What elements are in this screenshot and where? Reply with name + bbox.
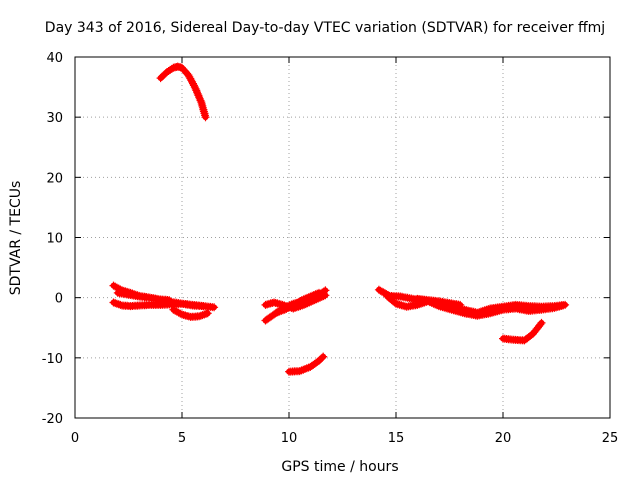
x-tick-label: 5 — [178, 431, 186, 446]
series-arc-4b — [383, 292, 567, 320]
series-arc-4d — [499, 318, 546, 345]
plus-markers — [499, 318, 546, 345]
y-tick-label: 20 — [46, 171, 63, 186]
plus-markers — [156, 62, 210, 122]
y-tick-label: 0 — [55, 292, 63, 307]
plus-markers — [169, 305, 212, 321]
plot-frame — [74, 56, 611, 419]
x-tick-label: 25 — [602, 431, 619, 446]
series-arc-3c — [272, 288, 323, 317]
x-tick-label: 20 — [495, 431, 512, 446]
plus-markers — [413, 294, 465, 309]
plus-markers — [272, 288, 323, 317]
series-arc-2d — [169, 305, 212, 321]
y-tick-labels: -20 -10 0 10 20 30 40 — [42, 51, 63, 427]
y-tick-label: 40 — [46, 51, 63, 66]
x-axis-title: GPS time / hours — [281, 459, 398, 475]
series-arc-2b — [109, 298, 208, 311]
series-arc-3d — [285, 352, 328, 376]
plus-markers — [285, 352, 328, 376]
chart-title: Day 343 of 2016, Sidereal Day-to-day VTE… — [45, 20, 605, 36]
y-tick-label: 10 — [46, 232, 63, 247]
x-tick-label: 0 — [71, 431, 79, 446]
x-tick-label: 10 — [281, 431, 298, 446]
series-arc-2c — [113, 288, 174, 305]
plus-markers — [113, 288, 174, 305]
data-series — [109, 62, 570, 376]
x-tick-label: 15 — [388, 431, 405, 446]
y-axis-title: SDTVAR / TECUs — [8, 181, 24, 296]
y-tick-label: 30 — [46, 111, 63, 126]
grid-lines — [75, 57, 610, 418]
plus-markers — [109, 298, 208, 311]
y-tick-label: -10 — [42, 352, 63, 367]
series-arc-4c — [413, 294, 465, 309]
series-arc-1 — [156, 62, 210, 122]
x-tick-labels: 0 5 10 15 20 25 — [71, 431, 618, 446]
y-tick-label: -20 — [42, 412, 63, 427]
